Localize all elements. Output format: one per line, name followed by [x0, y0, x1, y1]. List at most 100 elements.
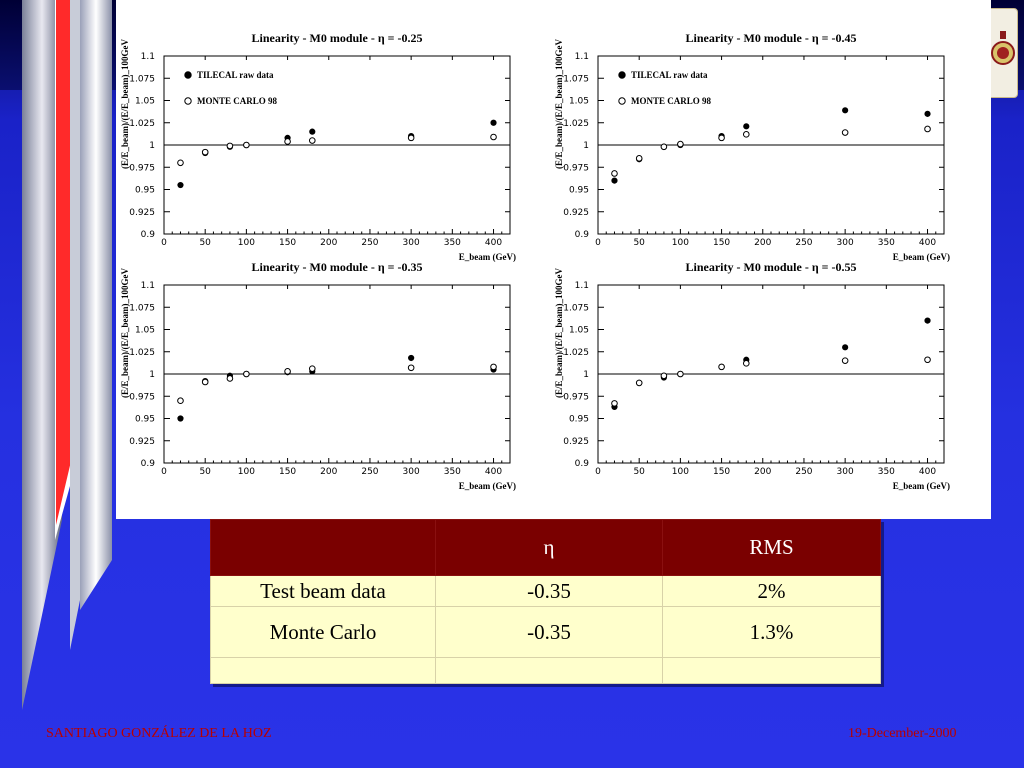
- chart-4: Linearity - M0 module - η = -0.55 0 50 100 1…: [554, 260, 950, 491]
- y-tick-label: 1.1: [575, 281, 589, 291]
- x-tick-label: 50: [199, 467, 211, 477]
- y-tick-label: 0.9: [141, 459, 156, 469]
- data-point-monte-carlo-98: [841, 129, 849, 136]
- x-tick-label: 0: [161, 467, 167, 477]
- table-row: Test beam data -0.35 2%: [210, 575, 881, 607]
- header-cell-eta: η: [435, 519, 663, 576]
- data-point-monte-carlo-98: [308, 137, 316, 144]
- data-point-tilecal-raw-data: [408, 354, 415, 362]
- legend-marker-monte-carlo-98: [184, 97, 192, 105]
- legend-marker-tilecal-raw-data: [618, 71, 626, 79]
- x-axis-label: E_beam (GeV): [893, 252, 950, 262]
- data-point-monte-carlo-98: [243, 141, 250, 149]
- x-tick-label: 250: [795, 238, 812, 248]
- y-tick-label: 0.9: [575, 230, 590, 240]
- y-tick-label: 0.95: [135, 186, 155, 196]
- header-cell-label: [210, 519, 436, 576]
- x-tick-label: 350: [878, 238, 895, 248]
- data-point-monte-carlo-98: [677, 140, 684, 148]
- y-tick-label: 1.1: [141, 52, 155, 62]
- table-row: Monte Carlo -0.35 1.3%: [210, 606, 881, 658]
- data-point-monte-carlo-98: [284, 138, 291, 145]
- data-point-tilecal-raw-data: [842, 107, 849, 114]
- university-seal-icon: [986, 8, 1018, 98]
- data-point-tilecal-raw-data: [924, 317, 931, 324]
- data-point-monte-carlo-98: [635, 155, 643, 162]
- data-point-monte-carlo-98: [308, 365, 316, 372]
- y-tick-label: 1.075: [563, 74, 589, 84]
- chart-title: Linearity - M0 module - η = -0.55: [686, 260, 857, 274]
- table-cell: -0.35: [435, 606, 663, 658]
- x-tick-label: 400: [485, 238, 502, 248]
- data-point-monte-carlo-98: [201, 378, 209, 386]
- table-cell: [210, 657, 436, 684]
- y-tick-label: 0.975: [129, 392, 155, 402]
- x-axis-label: E_beam (GeV): [459, 481, 516, 491]
- x-tick-label: 0: [595, 467, 601, 477]
- data-point-monte-carlo-98: [611, 400, 618, 407]
- data-point-tilecal-raw-data: [743, 123, 750, 130]
- y-tick-label: 1.05: [569, 326, 589, 336]
- legend-label-monte-carlo-98: MONTE CARLO 98: [631, 96, 712, 106]
- y-tick-label: 0.975: [563, 392, 589, 402]
- x-tick-label: 100: [238, 467, 255, 477]
- x-tick-label: 100: [672, 467, 689, 477]
- x-tick-label: 300: [837, 467, 854, 477]
- data-point-monte-carlo-98: [924, 356, 931, 364]
- data-point-monte-carlo-98: [490, 363, 497, 371]
- data-point-tilecal-raw-data: [611, 177, 618, 184]
- y-axis-label: (E/E_beam)/(E/E_beam)_100GeV: [120, 268, 130, 398]
- decorative-ribbon: [22, 0, 112, 710]
- table-cell: Test beam data: [210, 575, 436, 607]
- chart-3: Linearity - M0 module - η = -0.35 0 50 100 1…: [120, 260, 516, 491]
- data-point-monte-carlo-98: [407, 134, 415, 142]
- x-tick-label: 100: [238, 238, 255, 248]
- legend-marker-monte-carlo-98: [618, 97, 626, 105]
- y-tick-label: 0.975: [563, 163, 589, 173]
- y-tick-label: 0.925: [563, 437, 589, 447]
- y-tick-label: 0.9: [141, 230, 156, 240]
- x-tick-label: 300: [403, 238, 420, 248]
- data-point-monte-carlo-98: [226, 375, 234, 382]
- y-tick-label: 0.975: [129, 163, 155, 173]
- y-tick-label: 0.9: [575, 459, 590, 469]
- data-point-monte-carlo-98: [177, 159, 184, 167]
- y-tick-label: 1: [583, 141, 589, 151]
- data-point-monte-carlo-98: [635, 379, 643, 387]
- x-tick-label: 350: [878, 467, 895, 477]
- data-point-monte-carlo-98: [718, 363, 725, 371]
- data-point-monte-carlo-98: [201, 148, 209, 156]
- x-tick-label: 150: [279, 238, 296, 248]
- y-tick-label: 1.025: [129, 119, 155, 129]
- x-tick-label: 250: [361, 238, 378, 248]
- chart-title: Linearity - M0 module - η = -0.25: [252, 31, 423, 45]
- x-tick-label: 200: [754, 467, 771, 477]
- table-cell: Monte Carlo: [210, 606, 436, 658]
- y-tick-label: 1.075: [129, 303, 155, 313]
- y-tick-label: 0.95: [135, 415, 155, 425]
- chart-title: Linearity - M0 module - η = -0.45: [686, 31, 857, 45]
- table-cell: -0.35: [435, 575, 663, 607]
- data-point-monte-carlo-98: [660, 143, 668, 151]
- table-cell: [662, 657, 881, 684]
- data-point-monte-carlo-98: [284, 368, 291, 375]
- table-cell: [435, 657, 663, 684]
- x-tick-label: 150: [713, 238, 730, 248]
- linearity-charts-svg: Linearity - M0 module - η = -0.25 0 50 100 1…: [120, 31, 950, 491]
- x-tick-label: 50: [633, 238, 645, 248]
- x-tick-label: 200: [754, 238, 771, 248]
- y-tick-label: 1: [149, 141, 155, 151]
- table-row: [210, 657, 881, 684]
- x-tick-label: 100: [672, 238, 689, 248]
- x-tick-label: 400: [919, 467, 936, 477]
- x-tick-label: 300: [837, 238, 854, 248]
- y-tick-label: 0.925: [129, 208, 155, 218]
- data-point-monte-carlo-98: [407, 364, 415, 372]
- y-tick-label: 1.075: [563, 303, 589, 313]
- x-axis-label: E_beam (GeV): [893, 481, 950, 491]
- data-point-tilecal-raw-data: [842, 344, 849, 351]
- data-point-monte-carlo-98: [611, 170, 618, 177]
- chart-2: Linearity - M0 module - η = -0.45 0 50 100 1…: [554, 31, 950, 262]
- data-point-monte-carlo-98: [742, 360, 750, 367]
- legend-label-monte-carlo-98: MONTE CARLO 98: [197, 96, 278, 106]
